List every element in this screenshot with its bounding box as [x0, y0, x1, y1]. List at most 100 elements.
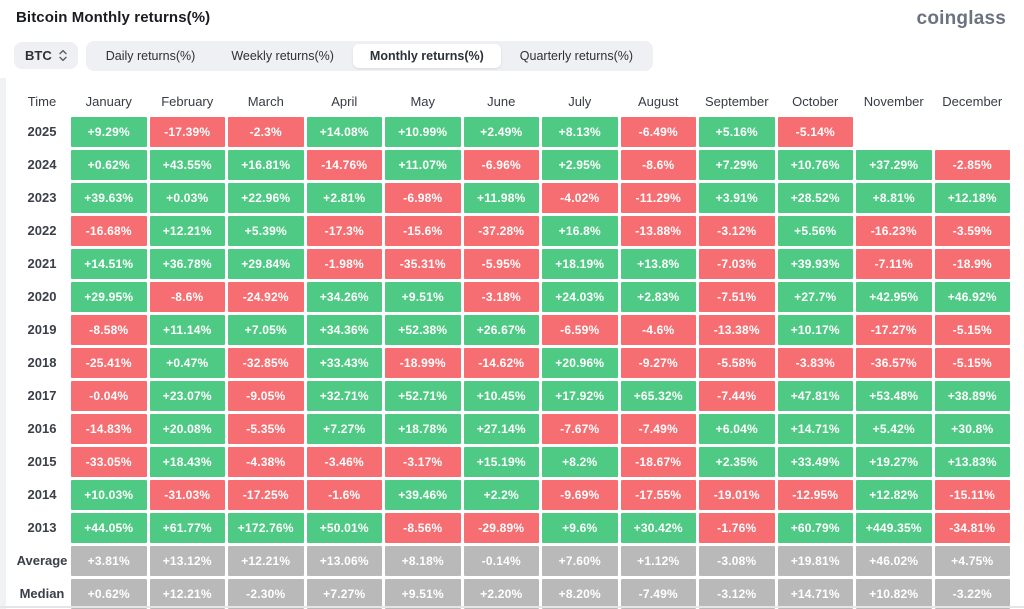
column-header-february: February — [161, 94, 214, 110]
return-cell: +60.79% — [777, 512, 853, 543]
tab-weekly-returns[interactable]: Weekly returns(%) — [214, 44, 351, 68]
column-header-may: May — [410, 94, 436, 110]
return-cell: -13.38% — [699, 314, 775, 345]
return-cell: +12.21% — [149, 578, 225, 609]
return-cell: -34.81% — [934, 512, 1010, 543]
return-cell: -18.67% — [620, 446, 696, 477]
returns-tabbar: Daily returns(%) Weekly returns(%) Monthly… — [85, 40, 654, 71]
return-cell: +2.81% — [306, 182, 382, 213]
return-cell: +42.95% — [856, 281, 932, 312]
return-cell: +14.71% — [777, 578, 853, 609]
topbar: Bitcoin Monthly returns(%) coinglass — [0, 0, 1024, 30]
return-cell: +2.2% — [463, 479, 539, 510]
return-cell: -3.08% — [699, 545, 775, 576]
return-cell: +7.29% — [699, 149, 775, 180]
return-cell: -12.95% — [777, 479, 853, 510]
return-cell: +6.04% — [699, 413, 775, 444]
symbol-select-value: BTC — [25, 48, 52, 64]
return-cell: -5.35% — [228, 413, 304, 444]
return-cell: +61.77% — [149, 512, 225, 543]
return-cell: +37.29% — [856, 149, 932, 180]
return-cell: -5.15% — [934, 347, 1010, 378]
return-cell: +65.32% — [620, 380, 696, 411]
return-cell: +34.36% — [306, 314, 382, 345]
return-cell: +10.76% — [777, 149, 853, 180]
return-cell: +10.45% — [463, 380, 539, 411]
return-cell: -14.83% — [71, 413, 147, 444]
return-cell: -9.69% — [542, 479, 618, 510]
return-cell: +23.07% — [149, 380, 225, 411]
column-header-november: November — [863, 94, 924, 110]
return-cell: +14.08% — [306, 116, 382, 147]
return-cell: -3.18% — [463, 281, 539, 312]
return-cell: -3.12% — [699, 215, 775, 246]
return-cell: -5.95% — [463, 248, 539, 279]
return-cell: +52.71% — [385, 380, 461, 411]
return-cell: +0.62% — [71, 149, 147, 180]
return-cell: +9.6% — [542, 512, 618, 543]
return-cell: -1.6% — [306, 479, 382, 510]
column-header-august: August — [638, 94, 679, 110]
return-cell: +10.03% — [71, 479, 147, 510]
return-cell: +34.26% — [306, 281, 382, 312]
return-cell — [935, 117, 1011, 147]
return-cell: +28.52% — [777, 182, 853, 213]
return-cell: -14.76% — [306, 149, 382, 180]
return-cell: -3.59% — [934, 215, 1010, 246]
return-cell: -1.76% — [699, 512, 775, 543]
return-cell: +20.08% — [149, 413, 225, 444]
row-label-2021: 2021 — [27, 256, 57, 272]
column-header-july: July — [568, 94, 592, 110]
return-cell: +13.12% — [149, 545, 225, 576]
column-header-december: December — [942, 94, 1003, 110]
return-cell: -17.25% — [228, 479, 304, 510]
return-cell: -2.30% — [228, 578, 304, 609]
return-cell: +39.63% — [71, 182, 147, 213]
row-label-2014: 2014 — [27, 487, 57, 503]
return-cell: -31.03% — [149, 479, 225, 510]
return-cell: -24.92% — [228, 281, 304, 312]
return-cell: +53.48% — [856, 380, 932, 411]
return-cell: +9.51% — [385, 578, 461, 609]
return-cell: +12.18% — [934, 182, 1010, 213]
symbol-select[interactable]: BTC — [14, 42, 78, 70]
return-cell: +14.51% — [71, 248, 147, 279]
row-label-2017: 2017 — [27, 388, 57, 404]
bottom-scrollbar-track[interactable] — [0, 606, 1024, 608]
return-cell: -16.23% — [856, 215, 932, 246]
return-cell: +7.60% — [542, 545, 618, 576]
row-label-2015: 2015 — [27, 454, 57, 470]
return-cell: +7.27% — [306, 413, 382, 444]
return-cell: +26.67% — [463, 314, 539, 345]
return-cell: -8.6% — [149, 281, 225, 312]
return-cell: +39.93% — [777, 248, 853, 279]
return-cell: +20.96% — [542, 347, 618, 378]
return-cell: -4.38% — [228, 446, 304, 477]
return-cell: -15.11% — [934, 479, 1010, 510]
column-header-april: April — [331, 94, 358, 110]
return-cell: +2.20% — [463, 578, 539, 609]
return-cell: -6.49% — [620, 116, 696, 147]
return-cell: +16.81% — [228, 149, 304, 180]
return-cell: -7.11% — [856, 248, 932, 279]
row-label-average: Average — [16, 553, 68, 569]
return-cell: +29.84% — [228, 248, 304, 279]
tab-daily-returns[interactable]: Daily returns(%) — [89, 44, 213, 68]
return-cell: +1.12% — [620, 545, 696, 576]
return-cell: -1.98% — [306, 248, 382, 279]
return-cell: -6.98% — [385, 182, 461, 213]
return-cell: +0.62% — [71, 578, 147, 609]
row-label-2024: 2024 — [27, 157, 57, 173]
tab-monthly-returns[interactable]: Monthly returns(%) — [352, 43, 501, 68]
tab-quarterly-returns[interactable]: Quarterly returns(%) — [503, 44, 650, 68]
return-cell: -4.6% — [620, 314, 696, 345]
return-cell: +10.17% — [777, 314, 853, 345]
returns-table: Time January February March April May June July… — [16, 84, 1010, 609]
return-cell: +19.81% — [777, 545, 853, 576]
return-cell: +24.03% — [542, 281, 618, 312]
column-header-june: June — [487, 94, 516, 110]
row-label-2025: 2025 — [27, 124, 57, 140]
return-cell: -2.3% — [228, 116, 304, 147]
column-header-march: March — [247, 94, 284, 110]
